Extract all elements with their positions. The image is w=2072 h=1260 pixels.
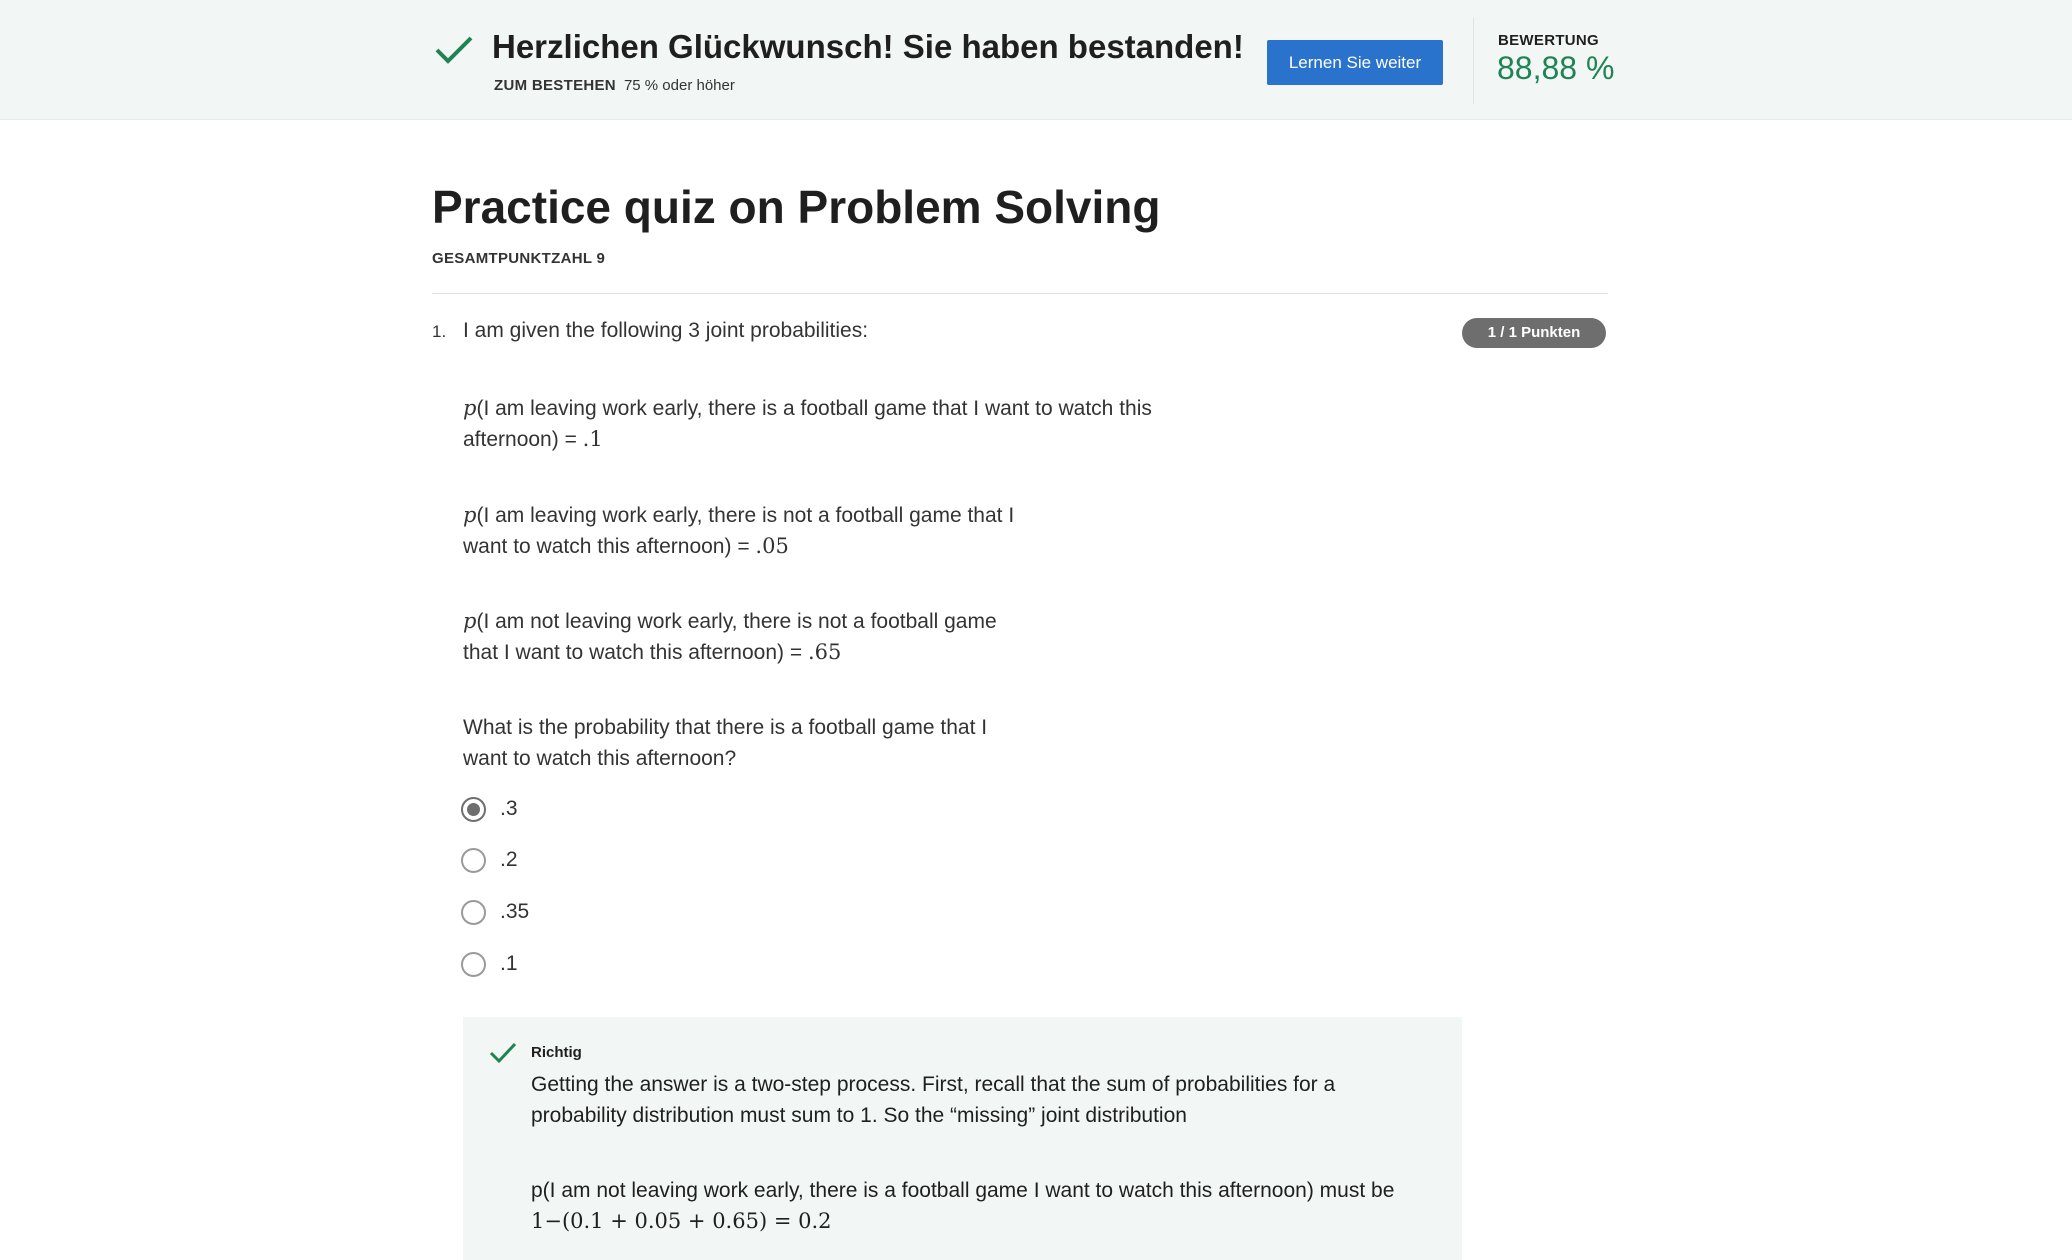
result-banner: Herzlichen Glückwunsch! Sie haben bestan… (0, 0, 2072, 120)
answer-option-label: .35 (500, 900, 530, 923)
prob-text: (I am leaving work early, there is a foo… (463, 397, 1152, 451)
prob-value: .65 (807, 640, 842, 664)
answer-option[interactable]: .1 (461, 949, 518, 979)
prob-symbol: p (463, 503, 477, 527)
answer-option[interactable]: .3 (461, 794, 518, 824)
prob-symbol: p (463, 396, 477, 420)
answer-option-label: .3 (500, 797, 518, 820)
joint-probability-1: p(I am leaving work early, there is a fo… (463, 393, 1183, 455)
joint-probability-3: p(I am not leaving work early, there is … (463, 606, 1023, 668)
feedback-formula: 1−(0.1 + 0.05 + 0.65) = 0.2 (531, 1209, 832, 1233)
answer-option-label: .1 (500, 952, 518, 975)
grade-value: 88,88 % (1497, 50, 1615, 86)
prob-value: .05 (755, 534, 789, 558)
total-points: GESAMTPUNKTZAHL 9 (432, 250, 606, 267)
check-icon (489, 1042, 517, 1064)
question-prompt: What is the probability that there is a … (463, 716, 988, 770)
divider (432, 293, 1608, 294)
feedback-statement: p(I am not leaving work early, there is … (531, 1179, 1395, 1202)
check-icon (435, 36, 473, 64)
question-number: 1. (432, 322, 447, 341)
prob-value: .1 (582, 427, 603, 451)
radio-button[interactable] (461, 847, 486, 873)
radio-button[interactable] (461, 951, 486, 977)
answer-option[interactable]: .2 (461, 845, 518, 875)
grade-label: BEWERTUNG (1498, 32, 1600, 49)
banner-divider (1473, 18, 1474, 104)
joint-probability-2: p(I am leaving work early, there is not … (463, 500, 1023, 562)
pass-message: Herzlichen Glückwunsch! Sie haben bestan… (492, 28, 1244, 65)
prob-text: (I am not leaving work early, there is n… (463, 610, 997, 664)
answer-option-label: .2 (500, 848, 518, 871)
feedback-explanation: Getting the answer is a two-step process… (531, 1073, 1336, 1127)
continue-learning-button[interactable]: Lernen Sie weiter (1267, 40, 1443, 85)
radio-button[interactable] (461, 899, 486, 925)
answer-option[interactable]: .35 (461, 897, 529, 927)
page-title: Practice quiz on Problem Solving (432, 181, 1161, 233)
prob-symbol: p (463, 609, 477, 633)
pass-requirement: ZUM BESTEHEN 75 % oder höher (494, 77, 735, 94)
pass-requirement-value: 75 % oder höher (623, 77, 735, 94)
answer-feedback: Richtig Getting the answer is a two-step… (463, 1017, 1462, 1260)
question-intro: I am given the following 3 joint probabi… (463, 319, 869, 342)
points-badge: 1 / 1 Punkten (1462, 318, 1606, 348)
feedback-label: Richtig (531, 1044, 582, 1061)
radio-button-selected[interactable] (461, 796, 486, 822)
prob-text: (I am leaving work early, there is not a… (463, 504, 1015, 558)
pass-requirement-label: ZUM BESTEHEN (494, 77, 616, 94)
feedback-explanation-2: p(I am not leaving work early, there is … (531, 1175, 1431, 1237)
